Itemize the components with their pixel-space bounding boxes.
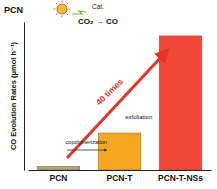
x-tick-label: PCN-T [107, 173, 134, 183]
sun-ray [56, 14, 57, 15]
bar [159, 36, 202, 170]
annotation: PCN [4, 5, 23, 15]
x-tick-label: PCN [50, 173, 68, 183]
step-arrow [67, 150, 107, 151]
x-tick: PCN [50, 170, 68, 183]
x-tick: PCN-T-NSs [158, 170, 203, 183]
spacer [80, 21, 116, 22]
y-axis-title: CO Evolution Rates (μmol h⁻¹) [9, 41, 18, 150]
annotation: Cat. [92, 3, 104, 10]
light-beam [72, 11, 86, 14]
illustration [54, 1, 87, 18]
annotation: 40 times [94, 76, 126, 107]
x-tick: PCN-T [107, 170, 134, 183]
x-axis: PCN PCN-T PCN-T-NSs [29, 170, 212, 183]
bar [37, 166, 80, 170]
sun-ray [67, 14, 68, 15]
annotation: exfoliation [125, 114, 152, 120]
sun [57, 4, 67, 14]
x-axis-line [29, 170, 212, 171]
x-tick-label: PCN-T-NSs [158, 173, 203, 183]
sun-ray [67, 3, 68, 4]
y-axis [24, 23, 25, 171]
sun-ray [62, 1, 63, 3]
y-axis-line [24, 23, 25, 171]
sun-ray [62, 16, 63, 18]
sun-ray [69, 9, 71, 10]
annotation: copolymerization [66, 139, 107, 145]
bars [37, 36, 202, 170]
chart: PCN PCN-T PCN-T-NSs CO Evolution Rates (μmo… [0, 0, 217, 189]
annotation: CO₂ → CO [78, 17, 118, 26]
sun-ray [56, 3, 57, 4]
sun-ray [54, 9, 56, 10]
